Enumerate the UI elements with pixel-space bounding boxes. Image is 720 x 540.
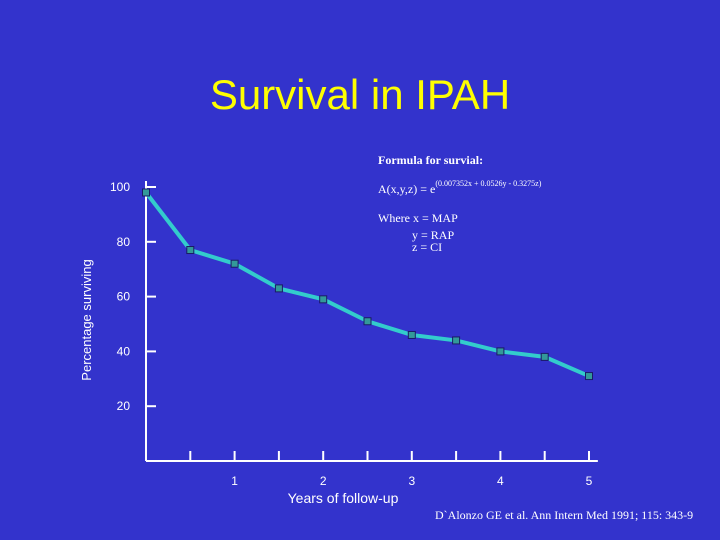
data-point-3 [274,284,283,293]
formula-where-y: y = RAP [412,228,455,242]
x-tick-label-5: 5 [586,474,593,488]
data-point-5 [363,317,372,326]
data-point-8 [496,347,505,356]
y-tick-label-20: 20 [117,399,131,413]
y-tick-label-40: 40 [117,344,131,358]
x-tick-label-2: 2 [320,474,327,488]
data-point-10 [585,372,593,381]
x-tick-label-1: 1 [231,474,238,488]
data-point-4 [319,295,328,304]
chart-ticks: 20 40 60 80 100 1 2 3 4 5 [110,180,593,488]
x-axis-title: Years of follow-up [288,490,399,506]
data-point-2 [230,259,239,268]
formula-lhs: A(x,y,z) = e [378,182,436,196]
data-point-7 [452,336,461,345]
formula-where-line: Where x = MAP [378,211,458,225]
formula-expression: A(x,y,z) = e(0.007352x + 0.0526y - 0.327… [378,179,542,197]
slide-title: Survival in IPAH [209,71,511,118]
formula-exponent: (0.007352x + 0.0526y - 0.3275z) [435,179,542,188]
data-point-9 [540,352,549,361]
y-tick-label-80: 80 [117,235,131,249]
y-tick-label-100: 100 [110,180,130,194]
x-tick-label-4: 4 [497,474,504,488]
y-tick-label-60: 60 [117,290,131,304]
formula-heading: Formula for survial: [378,153,484,167]
formula-where-z: z = CI [412,240,443,254]
chart-series [142,188,593,381]
citation: D`Alonzo GE et al. Ann Intern Med 1991; … [435,508,694,522]
series-line-0 [144,191,590,378]
data-point-1 [186,246,195,255]
data-point-6 [407,330,416,339]
data-point-0 [142,188,150,197]
x-tick-label-3: 3 [408,474,415,488]
y-axis-title: Percentage surviving [79,259,94,380]
chart-axes [145,181,598,462]
